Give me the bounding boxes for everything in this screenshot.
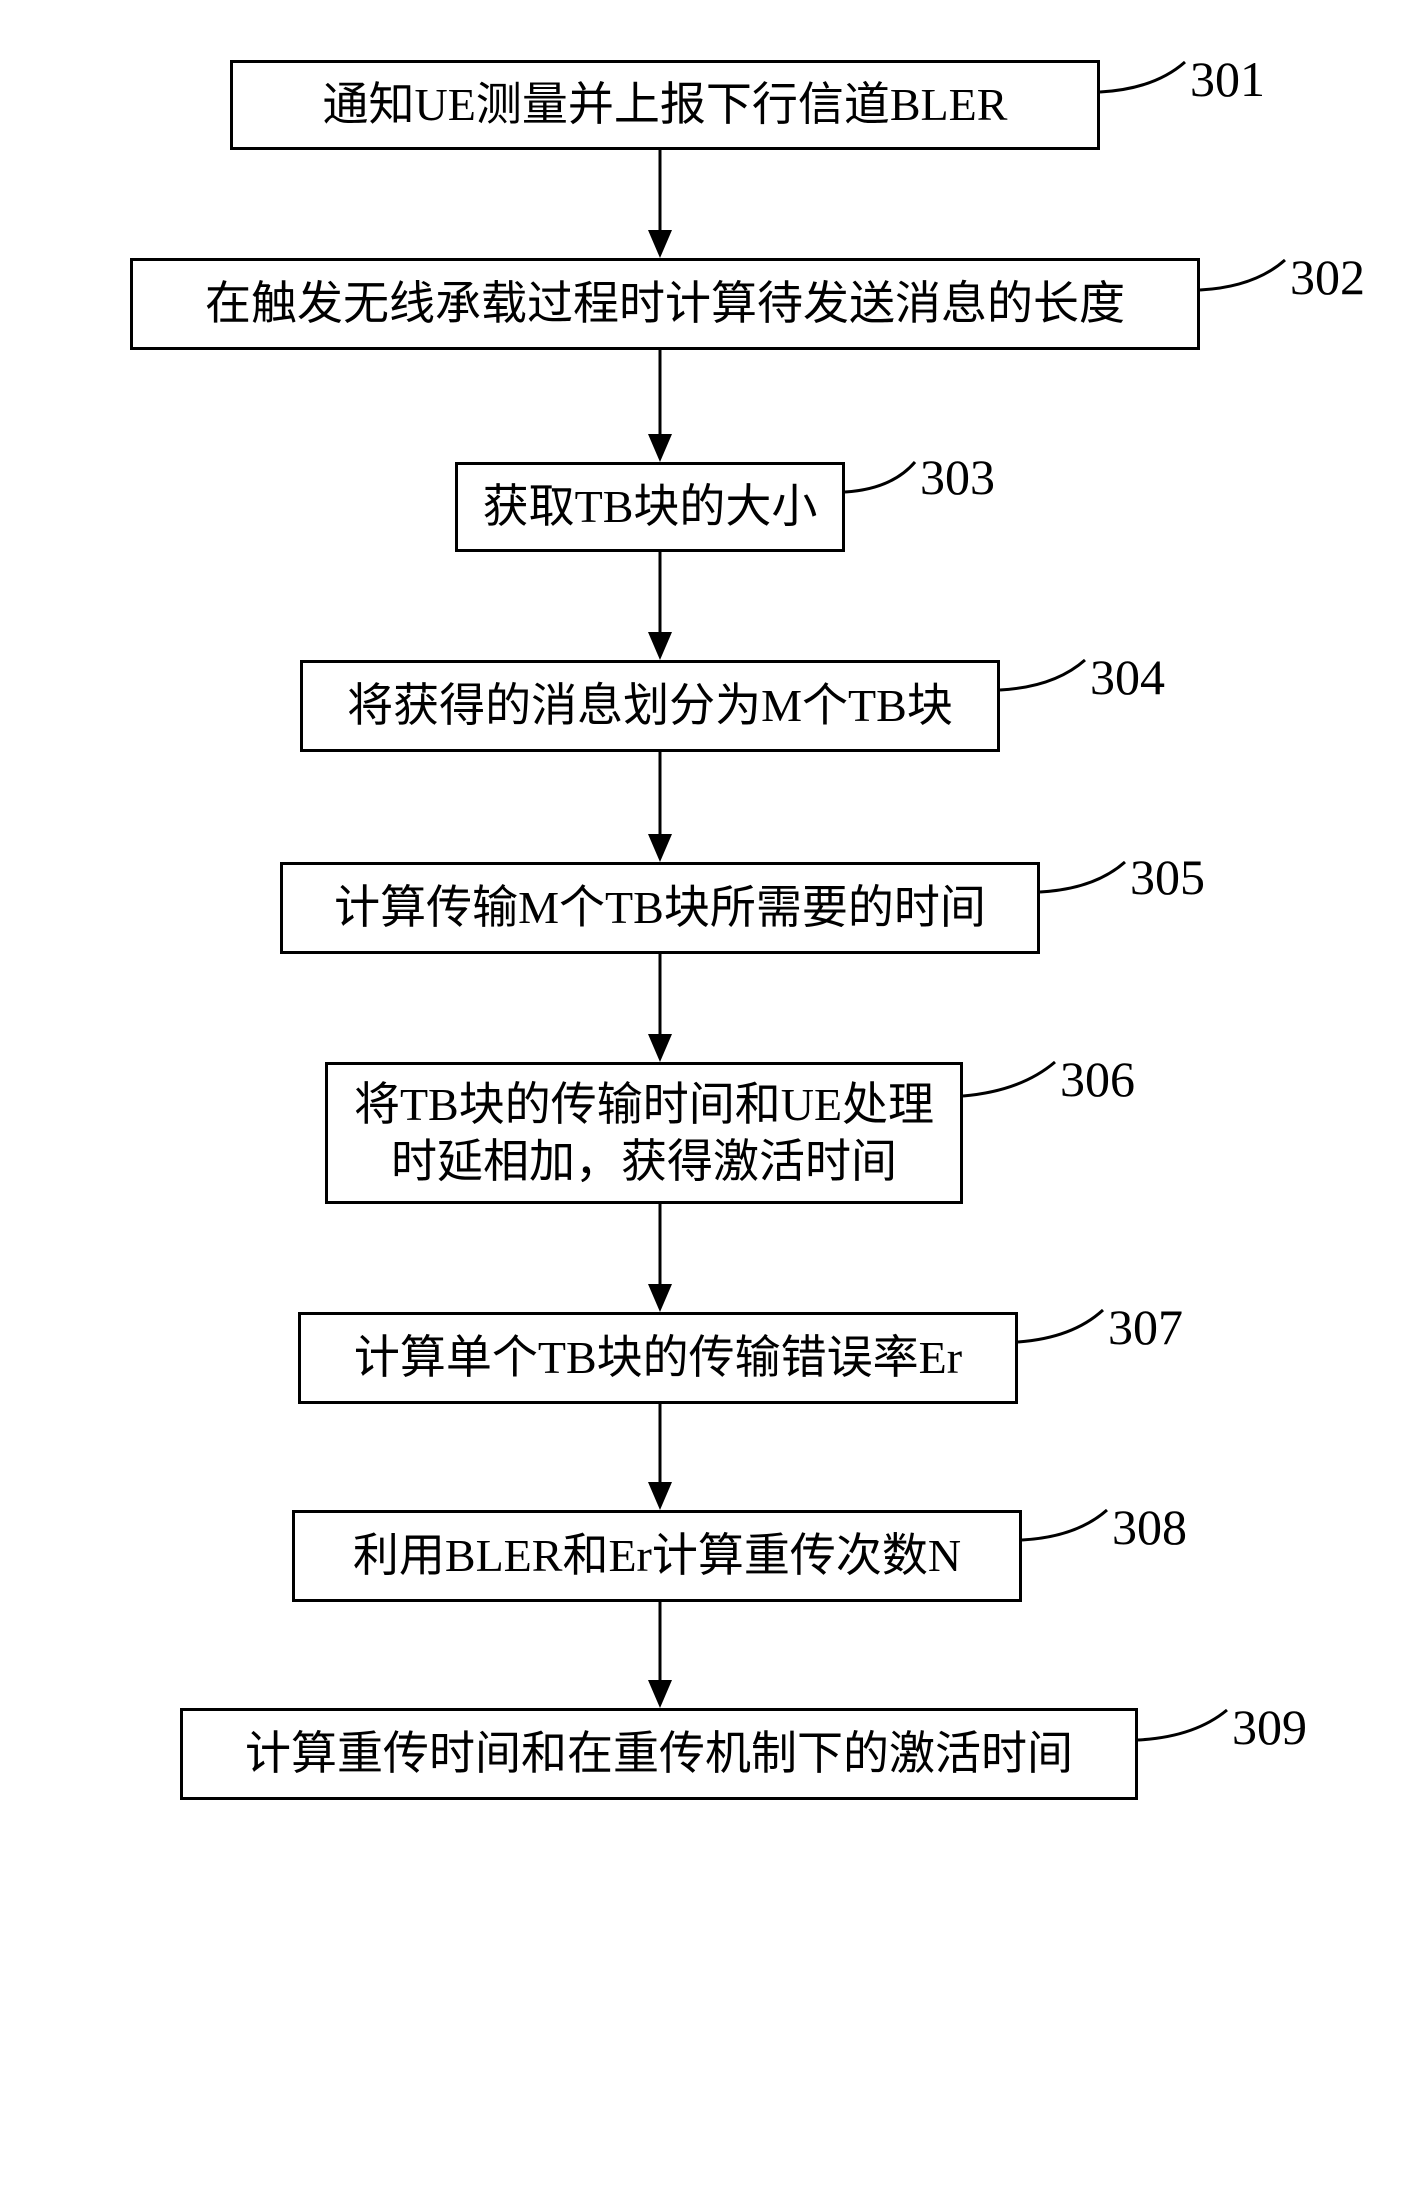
flow-node-label: 计算重传时间和在重传机制下的激活时间: [245, 1725, 1073, 1783]
leader-line: [1133, 1705, 1232, 1745]
leader-line: [1095, 57, 1190, 97]
flowchart-canvas: 通知UE测量并上报下行信道BLER 301 在触发无线承载过程时计算待发送消息的长度…: [0, 0, 1407, 2207]
flow-node-number: 308: [1112, 1498, 1187, 1556]
flow-node-number: 304: [1090, 648, 1165, 706]
flow-edge-n2-n3: [643, 350, 677, 462]
flow-node-number: 309: [1232, 1698, 1307, 1756]
leader-line: [1035, 857, 1130, 897]
flow-node-label: 计算单个TB块的传输错误率Er: [354, 1329, 962, 1387]
flow-node-number: 305: [1130, 848, 1205, 906]
flow-node-label: 通知UE测量并上报下行信道BLER: [323, 76, 1008, 134]
flow-node-n6: 将TB块的传输时间和UE处理时延相加，获得激活时间: [325, 1062, 963, 1204]
flow-edge-n1-n2: [643, 150, 677, 258]
flow-node-n7: 计算单个TB块的传输错误率Er: [298, 1312, 1018, 1404]
flow-node-label: 将获得的消息划分为M个TB块: [347, 677, 953, 735]
flow-edge-n4-n5: [643, 752, 677, 862]
flow-node-label: 获取TB块的大小: [483, 478, 818, 536]
flow-edge-n8-n9: [643, 1602, 677, 1708]
flow-node-n3: 获取TB块的大小: [455, 462, 845, 552]
flow-node-number: 303: [920, 448, 995, 506]
flow-edge-n3-n4: [643, 552, 677, 660]
flow-node-n5: 计算传输M个TB块所需要的时间: [280, 862, 1040, 954]
leader-line: [1013, 1305, 1108, 1347]
flow-edge-n5-n6: [643, 954, 677, 1062]
flow-node-number: 302: [1290, 248, 1365, 306]
flow-node-number: 306: [1060, 1050, 1135, 1108]
flow-node-n2: 在触发无线承载过程时计算待发送消息的长度: [130, 258, 1200, 350]
flow-node-n8: 利用BLER和Er计算重传次数N: [292, 1510, 1022, 1602]
flow-node-label: 计算传输M个TB块所需要的时间: [334, 879, 986, 937]
leader-line: [840, 457, 920, 497]
flow-edge-n6-n7: [643, 1204, 677, 1312]
leader-line: [958, 1057, 1060, 1101]
flow-node-number: 301: [1190, 50, 1265, 108]
flow-node-label: 在触发无线承载过程时计算待发送消息的长度: [205, 275, 1125, 333]
flow-node-n4: 将获得的消息划分为M个TB块: [300, 660, 1000, 752]
flow-node-n9: 计算重传时间和在重传机制下的激活时间: [180, 1708, 1138, 1800]
leader-line: [1195, 255, 1290, 295]
flow-node-number: 307: [1108, 1298, 1183, 1356]
flow-node-label: 利用BLER和Er计算重传次数N: [353, 1527, 961, 1585]
flow-node-n1: 通知UE测量并上报下行信道BLER: [230, 60, 1100, 150]
flow-edge-n7-n8: [643, 1404, 677, 1510]
leader-line: [1017, 1505, 1112, 1545]
leader-line: [995, 655, 1090, 695]
flow-node-label: 将TB块的传输时间和UE处理时延相加，获得激活时间: [338, 1076, 950, 1191]
